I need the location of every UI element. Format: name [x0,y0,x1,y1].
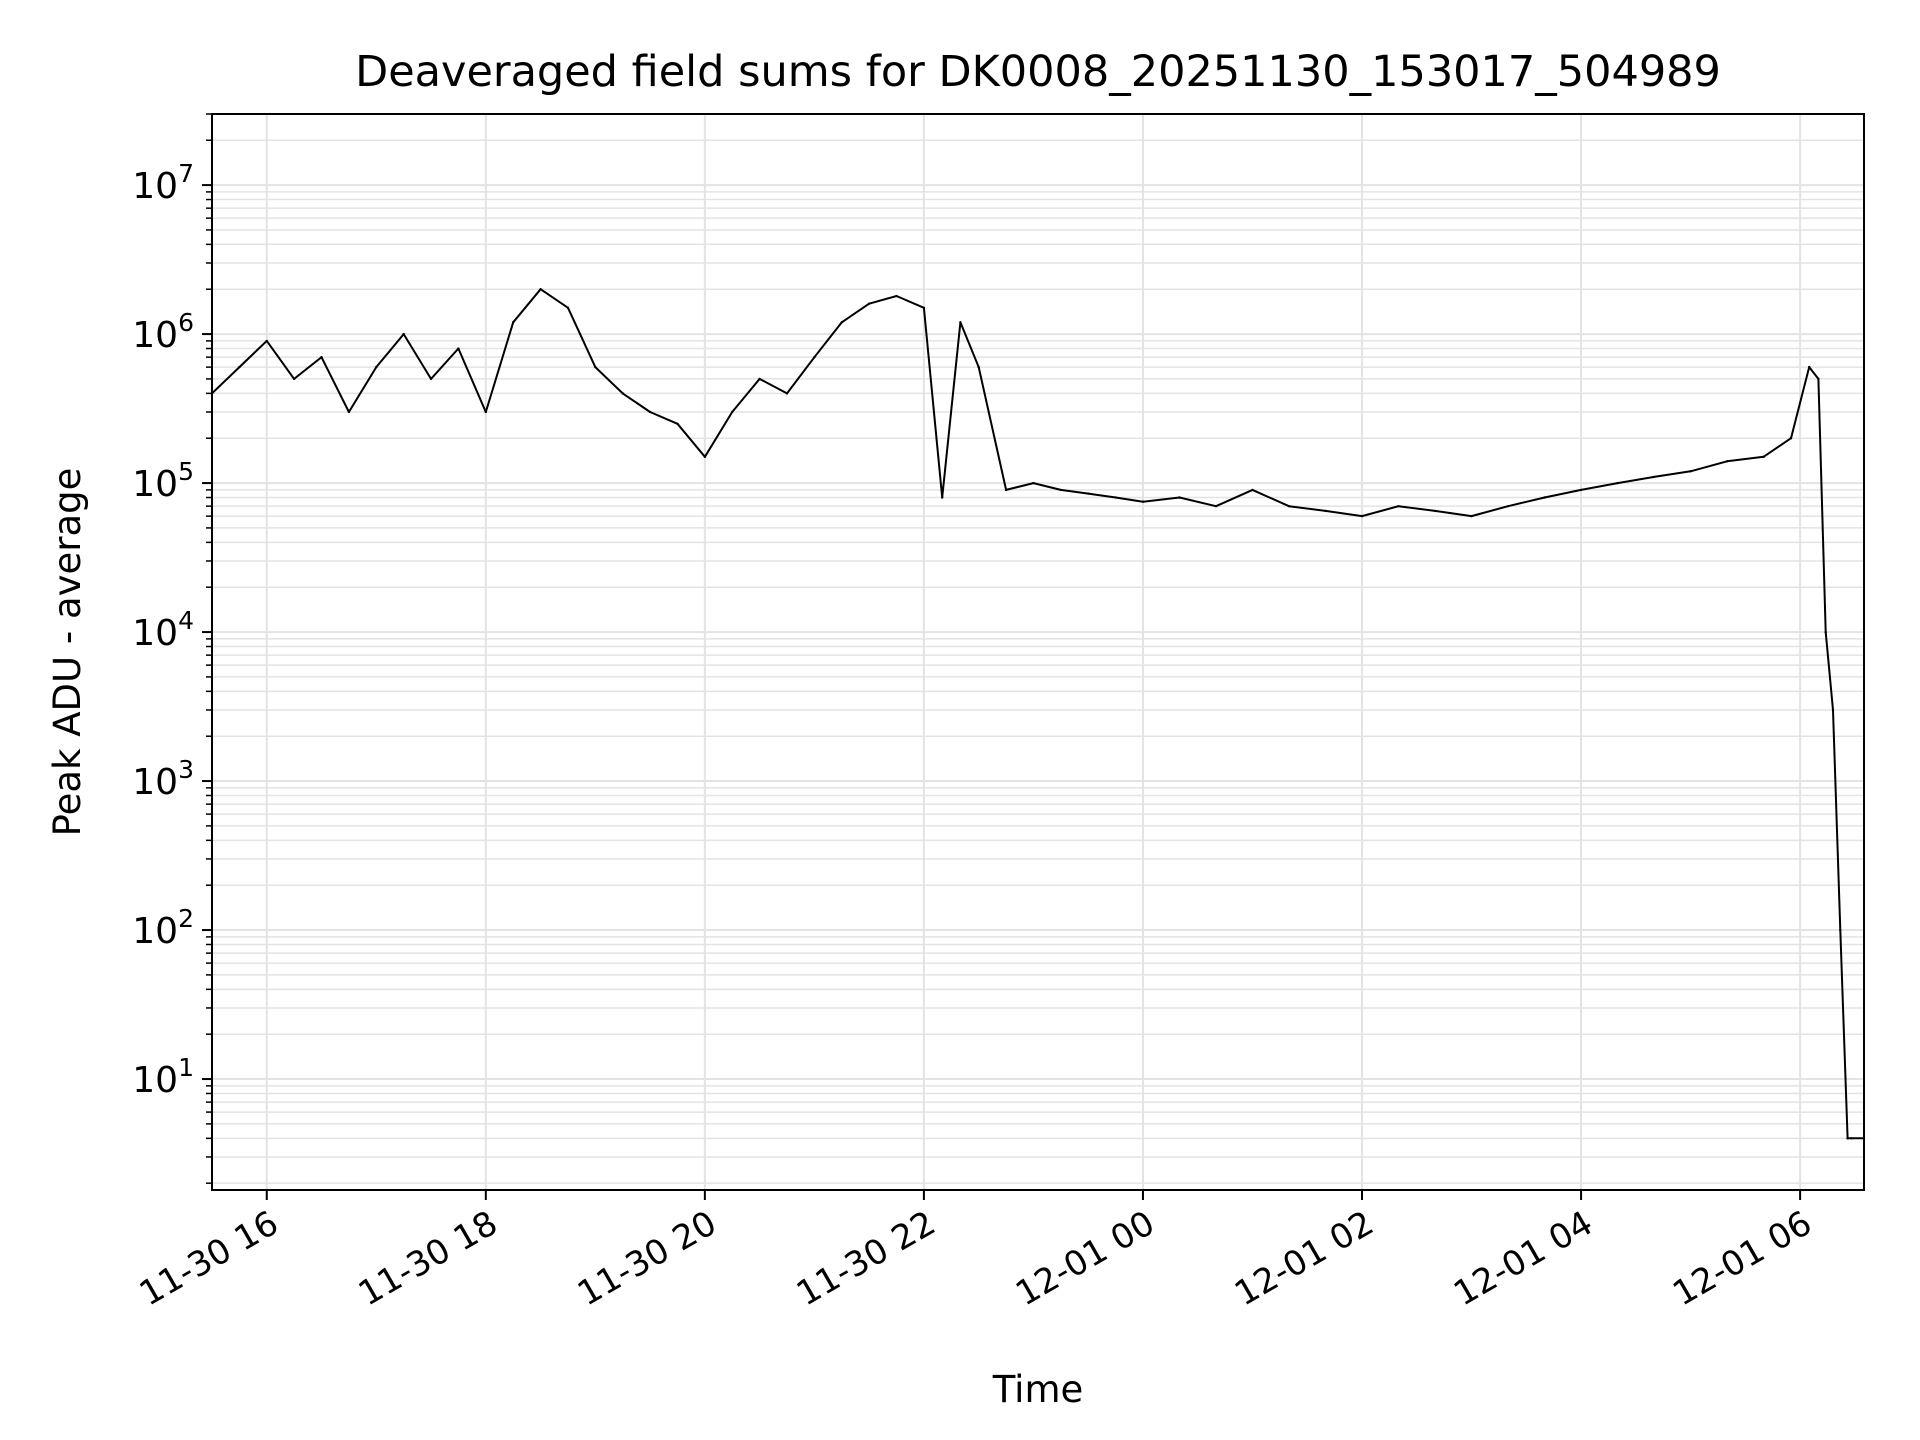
data-point [840,321,843,324]
data-point [1032,481,1035,485]
data-point [1689,470,1692,473]
data-point [1114,496,1117,499]
y-tick-label: 102 [132,904,194,952]
y-axis: 101 102 103 104 105 106 107 [132,159,212,1101]
data-point [457,347,460,350]
data-point [566,306,570,310]
data-point [758,377,761,381]
data-point [1324,509,1327,513]
data-point [1086,492,1090,495]
data-point [484,410,488,414]
data-point [1470,514,1473,518]
chart-title: Deaveraged field sums for DK0008_2025113… [355,47,1721,97]
data-point [1652,475,1656,479]
data-point [429,377,433,381]
data-point [940,496,944,499]
data-point [1725,460,1729,463]
data-point [594,365,597,369]
data-point [1141,500,1145,503]
data-point [977,365,980,369]
data-point [922,306,926,310]
data-point [959,321,962,324]
data-point [895,294,898,298]
data-point [1543,496,1546,499]
data-point [1004,488,1008,492]
data-point [292,377,296,381]
y-tick-label: 104 [132,606,194,654]
data-point [1506,504,1510,508]
data-point [648,410,652,414]
data-point [1360,514,1364,518]
data-point [1831,708,1835,712]
data-point [1846,1137,1849,1140]
data-point [320,355,323,359]
data-point [1178,496,1181,499]
data-point [676,422,679,425]
series-line [211,288,1864,1140]
data-point [1251,488,1254,492]
data-point [1397,504,1400,508]
data-point [621,392,624,395]
data-point [813,355,816,359]
y-tick-label: 101 [132,1053,194,1101]
y-tick-label: 106 [132,308,194,356]
data-point [1059,488,1063,492]
x-axis-label: Time [992,1368,1084,1411]
data-point [731,410,734,414]
data-point [238,365,241,369]
y-tick-label: 103 [132,755,194,803]
data-point [402,332,405,336]
data-point [1214,504,1218,508]
data-point [867,302,871,305]
plot-area-frame [211,113,1865,1191]
data-point [347,410,351,414]
data-point [785,392,789,395]
data-point [1824,630,1827,634]
data-point [265,339,268,343]
data-point [1287,504,1291,508]
y-tick-label: 107 [132,159,194,207]
data-point [1817,377,1820,381]
data-point [1433,509,1437,513]
data-point [1762,455,1765,459]
data-point [1850,1137,1853,1140]
data-point [1808,365,1811,369]
grid [212,113,1864,1190]
data-point [511,321,515,324]
data-point [1616,481,1619,485]
data-point [1839,928,1842,932]
data-point [703,455,707,459]
data-point [539,288,542,291]
data-point [375,365,378,369]
data-point [1579,488,1583,492]
y-axis-minor-ticks [206,113,212,1184]
y-tick-label: 105 [132,457,194,505]
y-axis-label: Peak ADU - average [46,468,89,837]
data-point [1789,437,1793,440]
